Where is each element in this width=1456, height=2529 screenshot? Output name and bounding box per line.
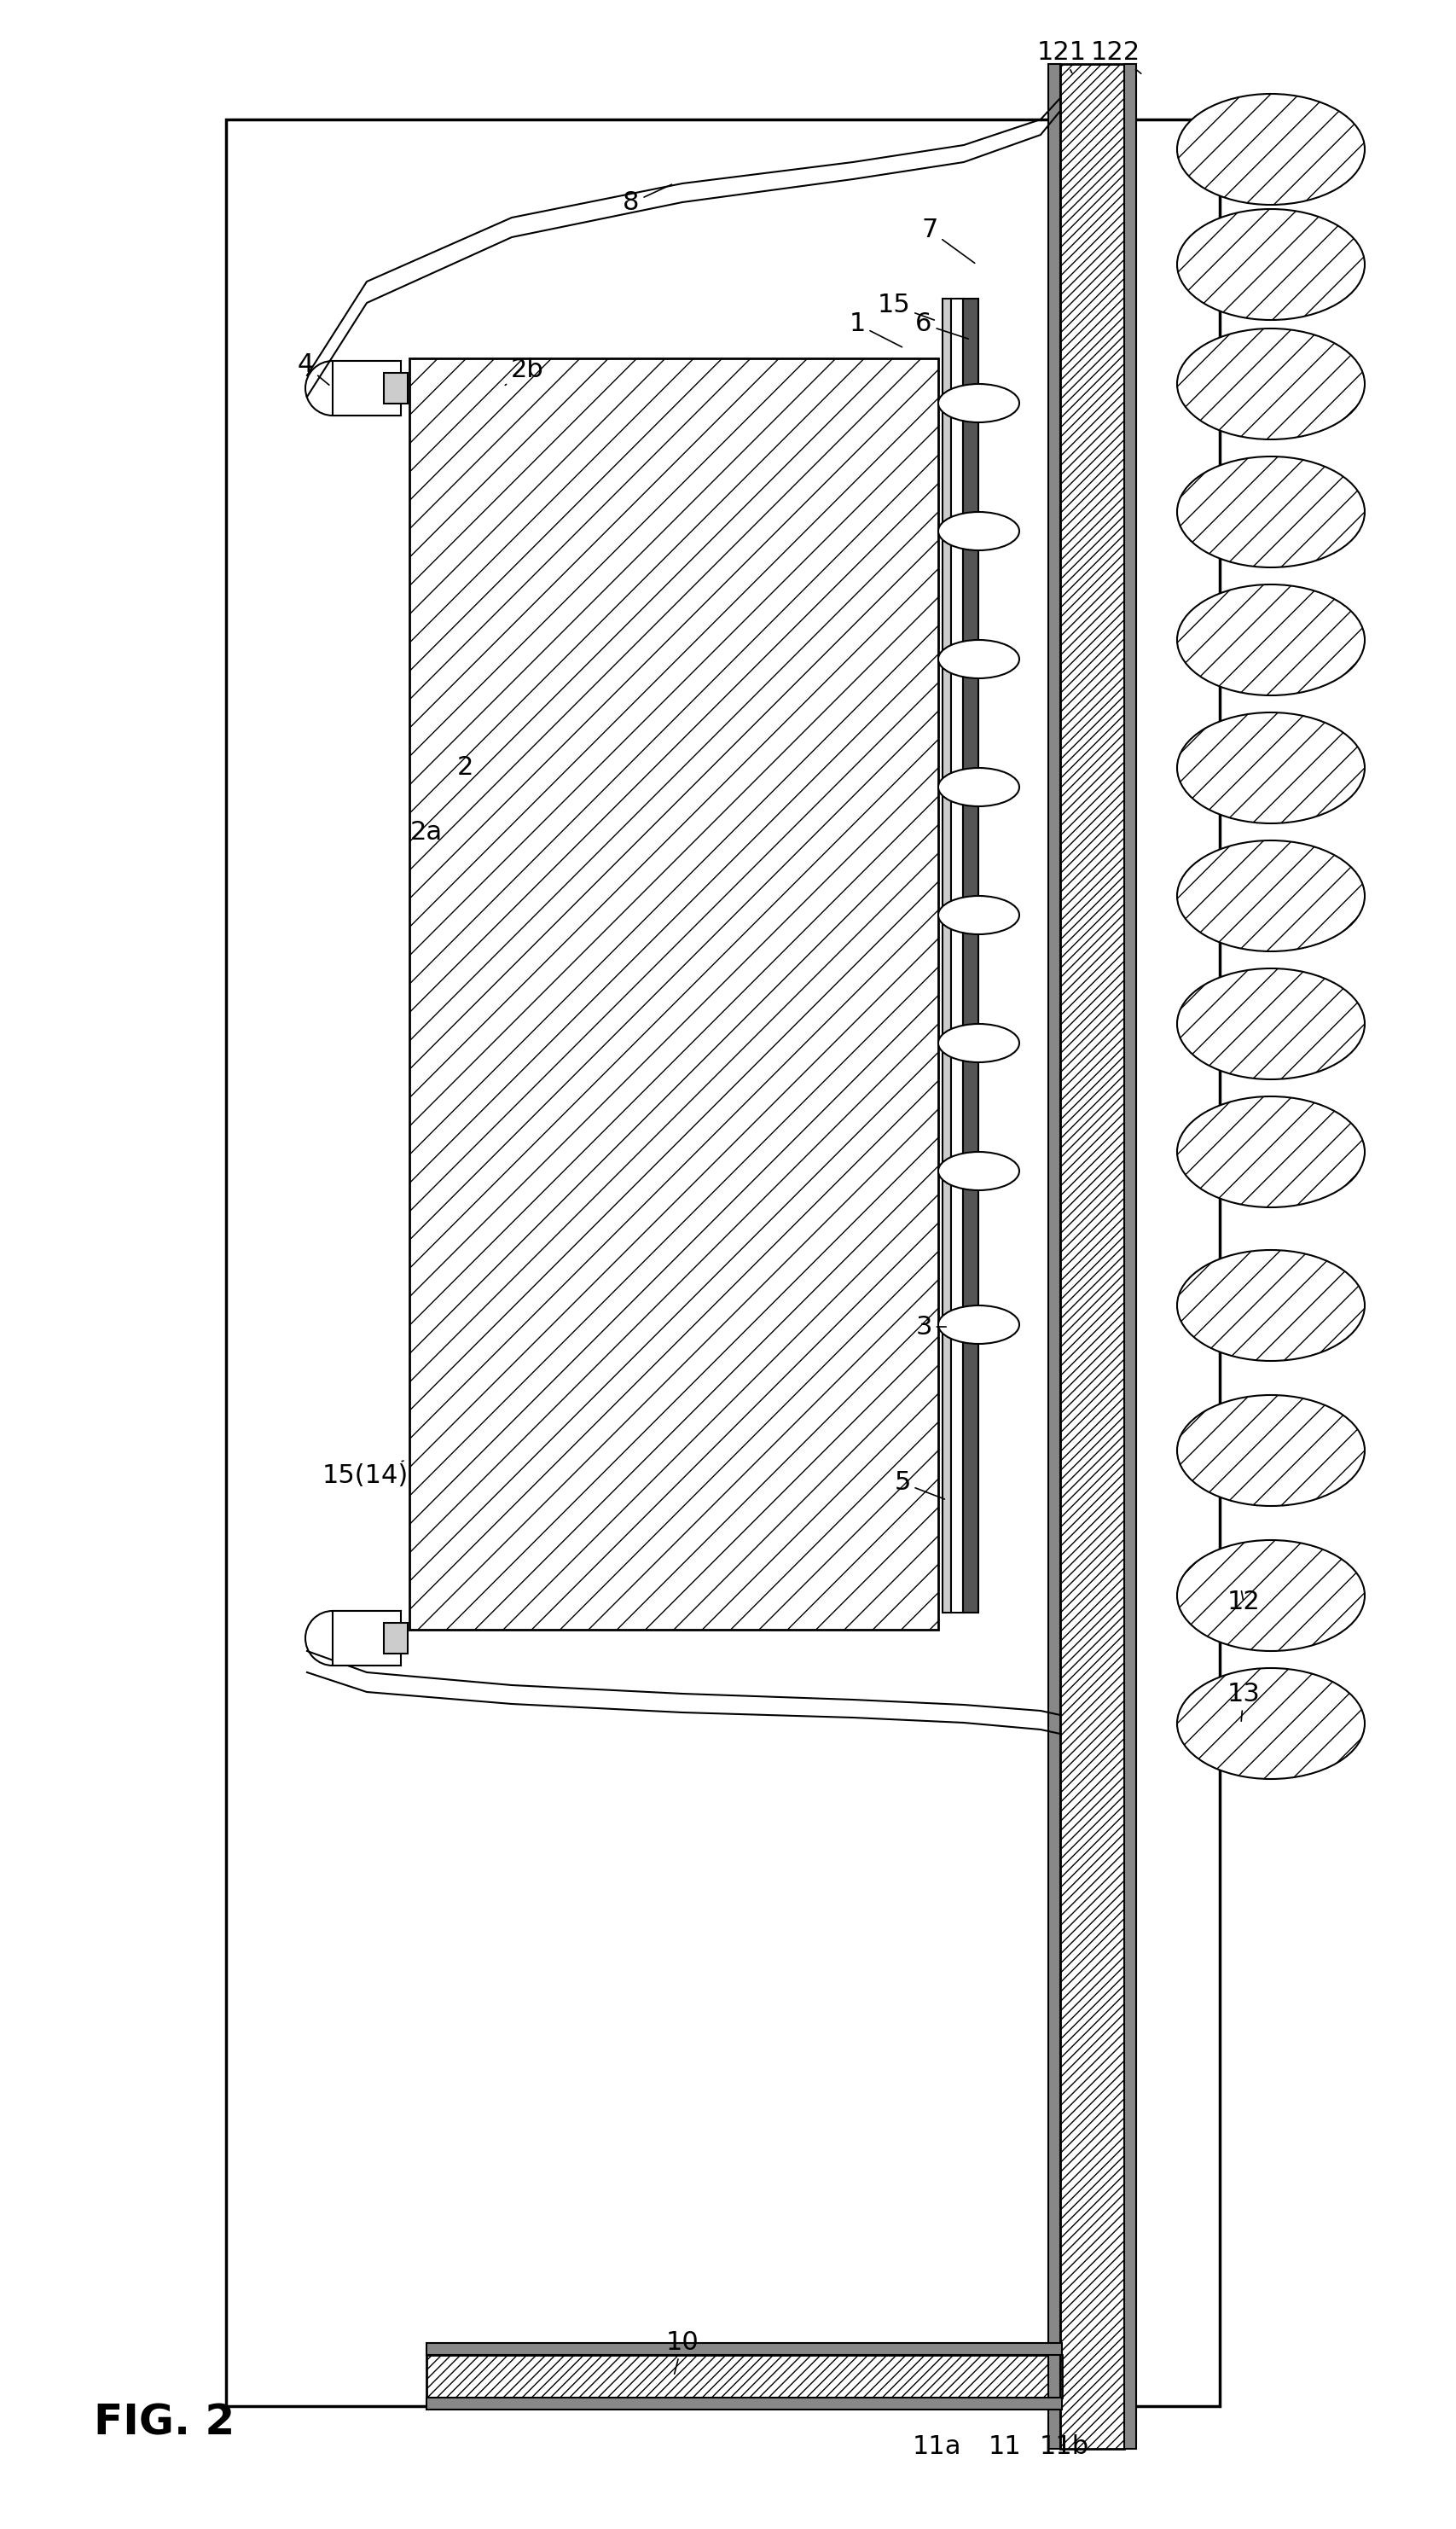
Bar <box>951 298 962 1614</box>
Ellipse shape <box>1176 1249 1364 1361</box>
Bar <box>962 298 978 1614</box>
Ellipse shape <box>1176 1540 1364 1651</box>
Text: 10: 10 <box>665 2329 699 2375</box>
Bar <box>332 362 400 415</box>
Text: 2b: 2b <box>505 357 543 384</box>
Text: 1: 1 <box>849 311 901 346</box>
Ellipse shape <box>1176 329 1364 440</box>
Text: 11a: 11a <box>911 2435 961 2461</box>
Ellipse shape <box>1176 713 1364 824</box>
Text: 3: 3 <box>914 1315 945 1340</box>
Ellipse shape <box>1176 969 1364 1080</box>
Ellipse shape <box>1176 1098 1364 1206</box>
Text: FIG. 2: FIG. 2 <box>93 2403 234 2443</box>
Ellipse shape <box>1176 94 1364 205</box>
Ellipse shape <box>1176 210 1364 321</box>
Ellipse shape <box>938 640 1019 678</box>
Bar <box>226 119 1219 2405</box>
Text: 6: 6 <box>914 311 968 339</box>
Bar <box>383 1624 408 1654</box>
Ellipse shape <box>1176 1669 1364 1778</box>
Ellipse shape <box>938 1151 1019 1191</box>
Text: 13: 13 <box>1226 1682 1259 1722</box>
Text: 11b: 11b <box>1040 2435 1089 2461</box>
Text: 2: 2 <box>456 756 473 781</box>
Text: 15: 15 <box>877 293 933 321</box>
Text: 7: 7 <box>922 217 974 263</box>
Text: 122: 122 <box>1091 40 1140 73</box>
Ellipse shape <box>1176 1396 1364 1505</box>
Ellipse shape <box>938 769 1019 807</box>
Ellipse shape <box>1176 584 1364 695</box>
Ellipse shape <box>938 1305 1019 1343</box>
Ellipse shape <box>938 384 1019 422</box>
Ellipse shape <box>1176 840 1364 951</box>
Bar <box>1060 63 1124 2448</box>
Bar <box>1048 63 1060 2448</box>
Text: 121: 121 <box>1037 40 1086 73</box>
Bar <box>409 359 938 1629</box>
Bar <box>942 298 951 1614</box>
Text: 12: 12 <box>1226 1591 1259 1614</box>
Bar <box>1124 63 1136 2448</box>
Text: 5: 5 <box>894 1469 943 1500</box>
Ellipse shape <box>938 895 1019 933</box>
Ellipse shape <box>938 511 1019 551</box>
Text: 8: 8 <box>623 185 671 215</box>
Text: 11: 11 <box>987 2435 1021 2461</box>
Bar <box>427 2342 1061 2354</box>
Bar <box>332 1611 400 1667</box>
Bar <box>383 372 408 405</box>
Text: 2a: 2a <box>411 819 443 845</box>
Text: 15(14): 15(14) <box>322 1462 408 1490</box>
Bar <box>427 2397 1061 2410</box>
Ellipse shape <box>1176 455 1364 566</box>
Text: 4: 4 <box>297 354 329 384</box>
Ellipse shape <box>938 1024 1019 1062</box>
Bar <box>427 2354 1061 2397</box>
